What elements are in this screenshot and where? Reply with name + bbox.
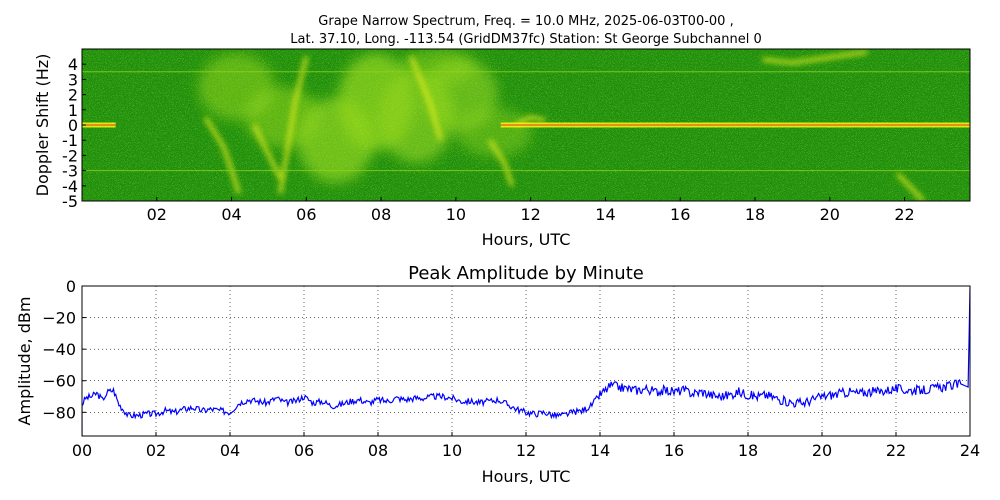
x-tick-label: 12	[520, 205, 540, 224]
x-tick-label: 12	[516, 441, 536, 460]
x-tick-label: 04	[220, 441, 240, 460]
x-tick-label: 08	[371, 205, 391, 224]
x-tick-label: 18	[738, 441, 758, 460]
x-tick-label: 14	[590, 441, 610, 460]
amplitude-y-ticks: 0 −20 −40 −60 −80	[42, 277, 86, 422]
y-tick-label: 3	[68, 70, 78, 89]
x-tick-label: 24	[960, 441, 980, 460]
y-tick-label: 2	[68, 86, 78, 105]
x-tick-label: 20	[812, 441, 832, 460]
y-tick-label: -2	[62, 146, 78, 165]
x-tick-label: 22	[886, 441, 906, 460]
amplitude-title: Peak Amplitude by Minute	[408, 263, 644, 284]
spectrogram-y-label: Doppler Shift (Hz)	[33, 54, 52, 197]
y-tick-label: −60	[42, 372, 76, 391]
y-tick-label: −80	[42, 403, 76, 422]
y-tick-label: -4	[62, 177, 78, 196]
spectrogram-title: Grape Narrow Spectrum, Freq. = 10.0 MHz,…	[318, 14, 733, 29]
y-tick-label: 4	[68, 55, 78, 74]
amplitude-x-label: Hours, UTC	[482, 467, 571, 486]
x-tick-label: 10	[442, 441, 462, 460]
x-tick-label: 22	[894, 205, 914, 224]
x-tick-label: 16	[664, 441, 684, 460]
x-tick-label: 18	[745, 205, 765, 224]
spectrogram-x-label: Hours, UTC	[482, 230, 571, 249]
amplitude-y-label: Amplitude, dBm	[15, 297, 34, 426]
spectrogram-plot	[82, 49, 970, 201]
y-tick-label: 0	[66, 277, 76, 296]
amplitude-series-line	[82, 287, 970, 436]
y-tick-label: -5	[62, 192, 78, 211]
x-tick-label: 10	[446, 205, 466, 224]
y-tick-label: −40	[42, 340, 76, 359]
x-tick-label: 06	[296, 205, 316, 224]
x-tick-label: 08	[368, 441, 388, 460]
spectrogram-subtitle: Lat. 37.10, Long. -113.54 (GridDM37fc) S…	[290, 32, 761, 47]
spectrogram-lines	[82, 71, 970, 172]
x-tick-label: 20	[820, 205, 840, 224]
y-tick-label: 1	[68, 101, 78, 120]
y-tick-label: -3	[62, 162, 78, 181]
x-tick-label: 14	[595, 205, 615, 224]
x-tick-label: 06	[294, 441, 314, 460]
x-tick-label: 16	[670, 205, 690, 224]
y-tick-label: −20	[42, 309, 76, 328]
y-tick-label: 0	[68, 116, 78, 135]
spectrogram-x-ticks: 02 04 06 08 10 12 14 16 18 20 22	[147, 197, 915, 224]
x-tick-label: 02	[147, 205, 167, 224]
amplitude-x-ticks: 00 02 04 06 08 10 12 14 16 18 20 22 24	[72, 432, 980, 460]
y-tick-label: -1	[62, 131, 78, 150]
x-tick-label: 02	[146, 441, 166, 460]
x-tick-label: 04	[221, 205, 241, 224]
x-tick-label: 00	[72, 441, 92, 460]
